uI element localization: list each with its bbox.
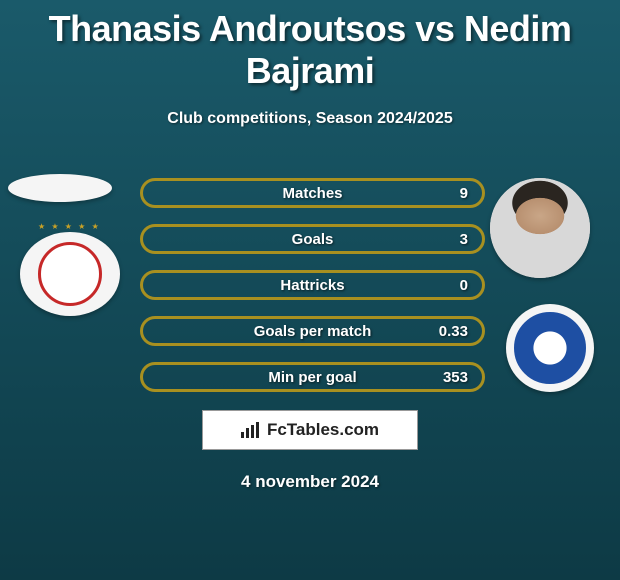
- brand-watermark: FcTables.com: [202, 410, 418, 450]
- club-left-logo: [20, 232, 120, 316]
- subtitle: Club competitions, Season 2024/2025: [0, 110, 620, 128]
- bar-chart-icon: [241, 422, 261, 438]
- stat-label: Matches: [282, 185, 342, 202]
- stat-row-hattricks: Hattricks 0: [140, 270, 485, 300]
- comparison-content: ★ ★ ★ ★ ★ Matches 9 Goals 3 Hattricks 0 …: [0, 160, 620, 400]
- stat-value: 0.33: [439, 323, 468, 340]
- stat-value: 353: [443, 369, 468, 386]
- player-left-avatar-placeholder: [8, 174, 112, 202]
- olympiacos-crest-icon: [38, 242, 102, 306]
- stat-value: 3: [460, 231, 468, 248]
- stat-row-goals-per-match: Goals per match 0.33: [140, 316, 485, 346]
- stat-label: Hattricks: [280, 277, 344, 294]
- page-title: Thanasis Androutsos vs Nedim Bajrami: [0, 0, 620, 92]
- stat-value: 9: [460, 185, 468, 202]
- stat-label: Goals per match: [254, 323, 372, 340]
- stat-label: Min per goal: [268, 369, 356, 386]
- stat-row-min-per-goal: Min per goal 353: [140, 362, 485, 392]
- stat-label: Goals: [292, 231, 334, 248]
- date-text: 4 november 2024: [0, 472, 620, 492]
- club-right-logo: [506, 304, 594, 392]
- stat-row-matches: Matches 9: [140, 178, 485, 208]
- stats-list: Matches 9 Goals 3 Hattricks 0 Goals per …: [140, 178, 485, 408]
- rangers-crest-icon: [514, 312, 586, 384]
- brand-text: FcTables.com: [267, 420, 379, 440]
- club-left-stars: ★ ★ ★ ★ ★: [38, 222, 101, 231]
- stat-value: 0: [460, 277, 468, 294]
- stat-row-goals: Goals 3: [140, 224, 485, 254]
- player-right-avatar: [490, 178, 590, 278]
- player-face-icon: [490, 178, 590, 278]
